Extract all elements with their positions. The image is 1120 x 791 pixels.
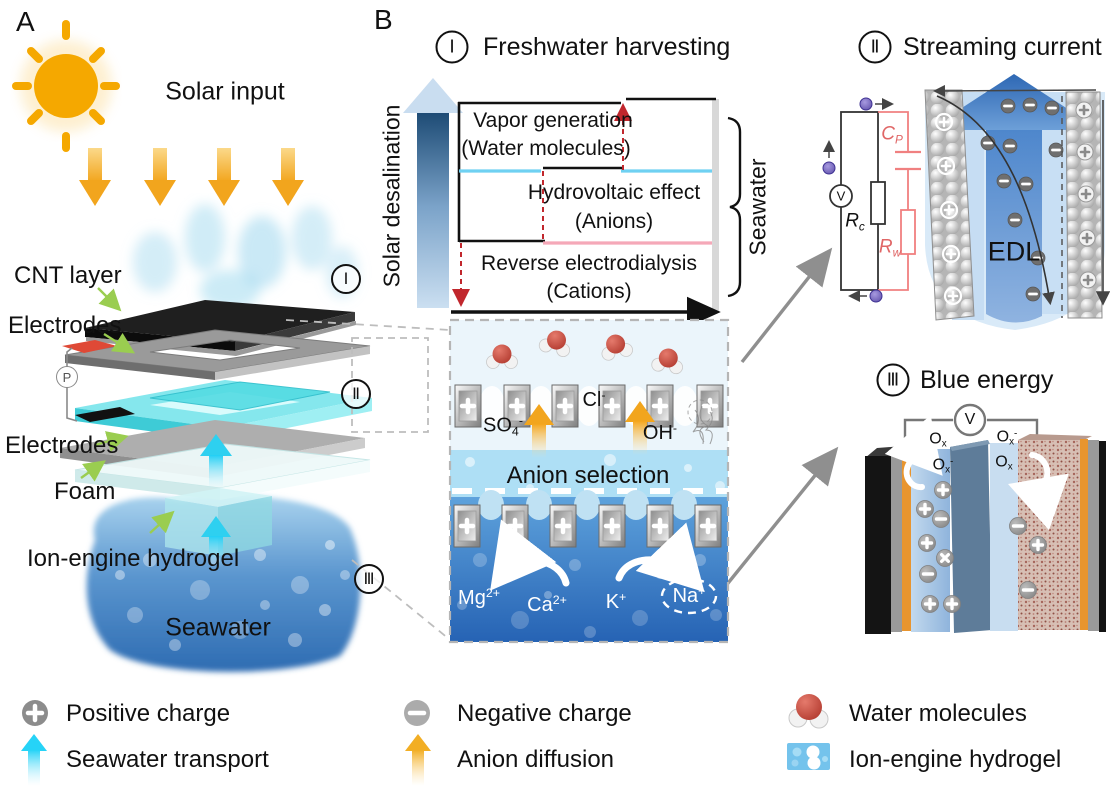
negative-charge-label: Negative charge — [457, 700, 632, 727]
region-reverse-electrodialysis: Reverse electrodialysis — [481, 252, 697, 275]
positive-charge-label: Positive charge — [66, 700, 231, 727]
region-hydrovoltaic: Hydrovoltaic effect — [527, 181, 701, 204]
hydrogel-label: Ion-engine hydrogel — [27, 545, 240, 572]
blue-energy-title: Blue energy — [920, 366, 1054, 394]
panel-b-label: B — [374, 4, 393, 35]
seawater-blob — [86, 495, 361, 672]
panel-a-label: A — [16, 6, 35, 37]
sun-icon — [12, 20, 120, 152]
cnt-layer-label: CNT layer — [14, 262, 122, 289]
region-vapor-generation-sub: (Water molecules) — [461, 137, 631, 160]
streaming-current-title: Streaming current — [903, 33, 1102, 61]
na-label: Na+ — [672, 584, 706, 607]
positive-charge-icon — [22, 700, 48, 726]
seawater-bracket-label: Seawater — [744, 158, 771, 256]
membrane-box — [448, 318, 730, 644]
hydrogel-cube — [165, 488, 272, 556]
ox-right-top-label: Ox- — [996, 428, 1018, 448]
anion-diffusion-arrows — [524, 401, 655, 458]
cp-label: CP — [881, 123, 903, 147]
voltmeter-label-iii: V — [964, 411, 976, 428]
pressure-gauge-icon: P — [56, 366, 78, 388]
solar-input-label: Solar input — [165, 77, 285, 106]
seawater-label: Seawater — [165, 613, 271, 642]
seawater-transport-icon — [21, 734, 47, 786]
anion-diffusion-label: Anion diffusion — [457, 746, 615, 773]
electron-dots — [822, 97, 894, 303]
so4-label: SO4- — [483, 413, 523, 439]
electrodes-bottom-label: Electrodes — [5, 432, 119, 459]
mg-label: Mg2+ — [458, 586, 500, 609]
water-molecules-icon — [788, 694, 829, 729]
ca-label: Ca2+ — [527, 593, 567, 616]
seawater-transport-label: Seawater transport — [66, 746, 269, 773]
marker-1-panel-a: Ⅰ — [331, 264, 361, 294]
voltmeter-label-ii: V — [836, 188, 846, 204]
seawater-transport-arrows — [200, 434, 232, 568]
seawater-brace — [727, 116, 742, 298]
region-reverse-electrodialysis-sub: (Cations) — [546, 280, 632, 303]
blue-energy-cell — [865, 403, 1106, 634]
cl-label: Cl- — [582, 388, 606, 411]
marker-2-panel-a: Ⅱ — [341, 379, 371, 409]
ox-left-top-label: Ox — [929, 430, 947, 450]
device-stack — [60, 287, 429, 672]
green-annotation-arrows — [80, 287, 175, 534]
oh-label: OH- — [642, 421, 678, 444]
cation-arrows — [490, 519, 705, 593]
rc-label: Rc — [845, 210, 865, 234]
ox-right-bottom-label: Ox — [995, 453, 1013, 473]
edl-channel — [924, 74, 1111, 330]
rw-label: Rw — [878, 236, 902, 260]
negative-charge-icon — [404, 700, 430, 726]
ion-engine-hydrogel-label: Ion-engine hydrogel — [849, 746, 1062, 773]
redox-arrows — [884, 415, 1069, 531]
streaming-circuit — [822, 97, 921, 303]
solar-arrows — [79, 148, 304, 206]
ox-left-bottom-label: Ox- — [932, 456, 954, 476]
ion-engine-hydrogel-icon — [787, 743, 830, 770]
marker-1-title: Ⅰ — [435, 30, 469, 64]
freshwater-chart — [403, 78, 742, 328]
marker-3-panel-a: Ⅲ — [354, 564, 384, 594]
edl-label: EDL — [987, 236, 1041, 267]
cnt-fuzz — [687, 399, 713, 445]
solar-desalination-axis: Solar desalination — [378, 104, 405, 288]
foam-label: Foam — [54, 478, 116, 505]
region-hydrovoltaic-sub: (Anions) — [574, 210, 654, 233]
marker-2-title: Ⅱ — [858, 30, 892, 64]
anion-diffusion-icon — [405, 734, 431, 786]
electrodes-top-label: Electrodes — [8, 312, 122, 339]
vapor-wisps — [133, 204, 358, 310]
water-molecules-label: Water molecules — [849, 700, 1027, 727]
freshwater-harvesting-title: Freshwater harvesting — [483, 33, 731, 61]
k-label: K+ — [605, 590, 627, 613]
marker-3-title: Ⅲ — [876, 363, 910, 397]
na-highlight-ellipse — [660, 577, 718, 615]
region-vapor-generation: Vapor generation — [473, 109, 633, 132]
anion-selection-label: Anion selection — [506, 462, 670, 489]
